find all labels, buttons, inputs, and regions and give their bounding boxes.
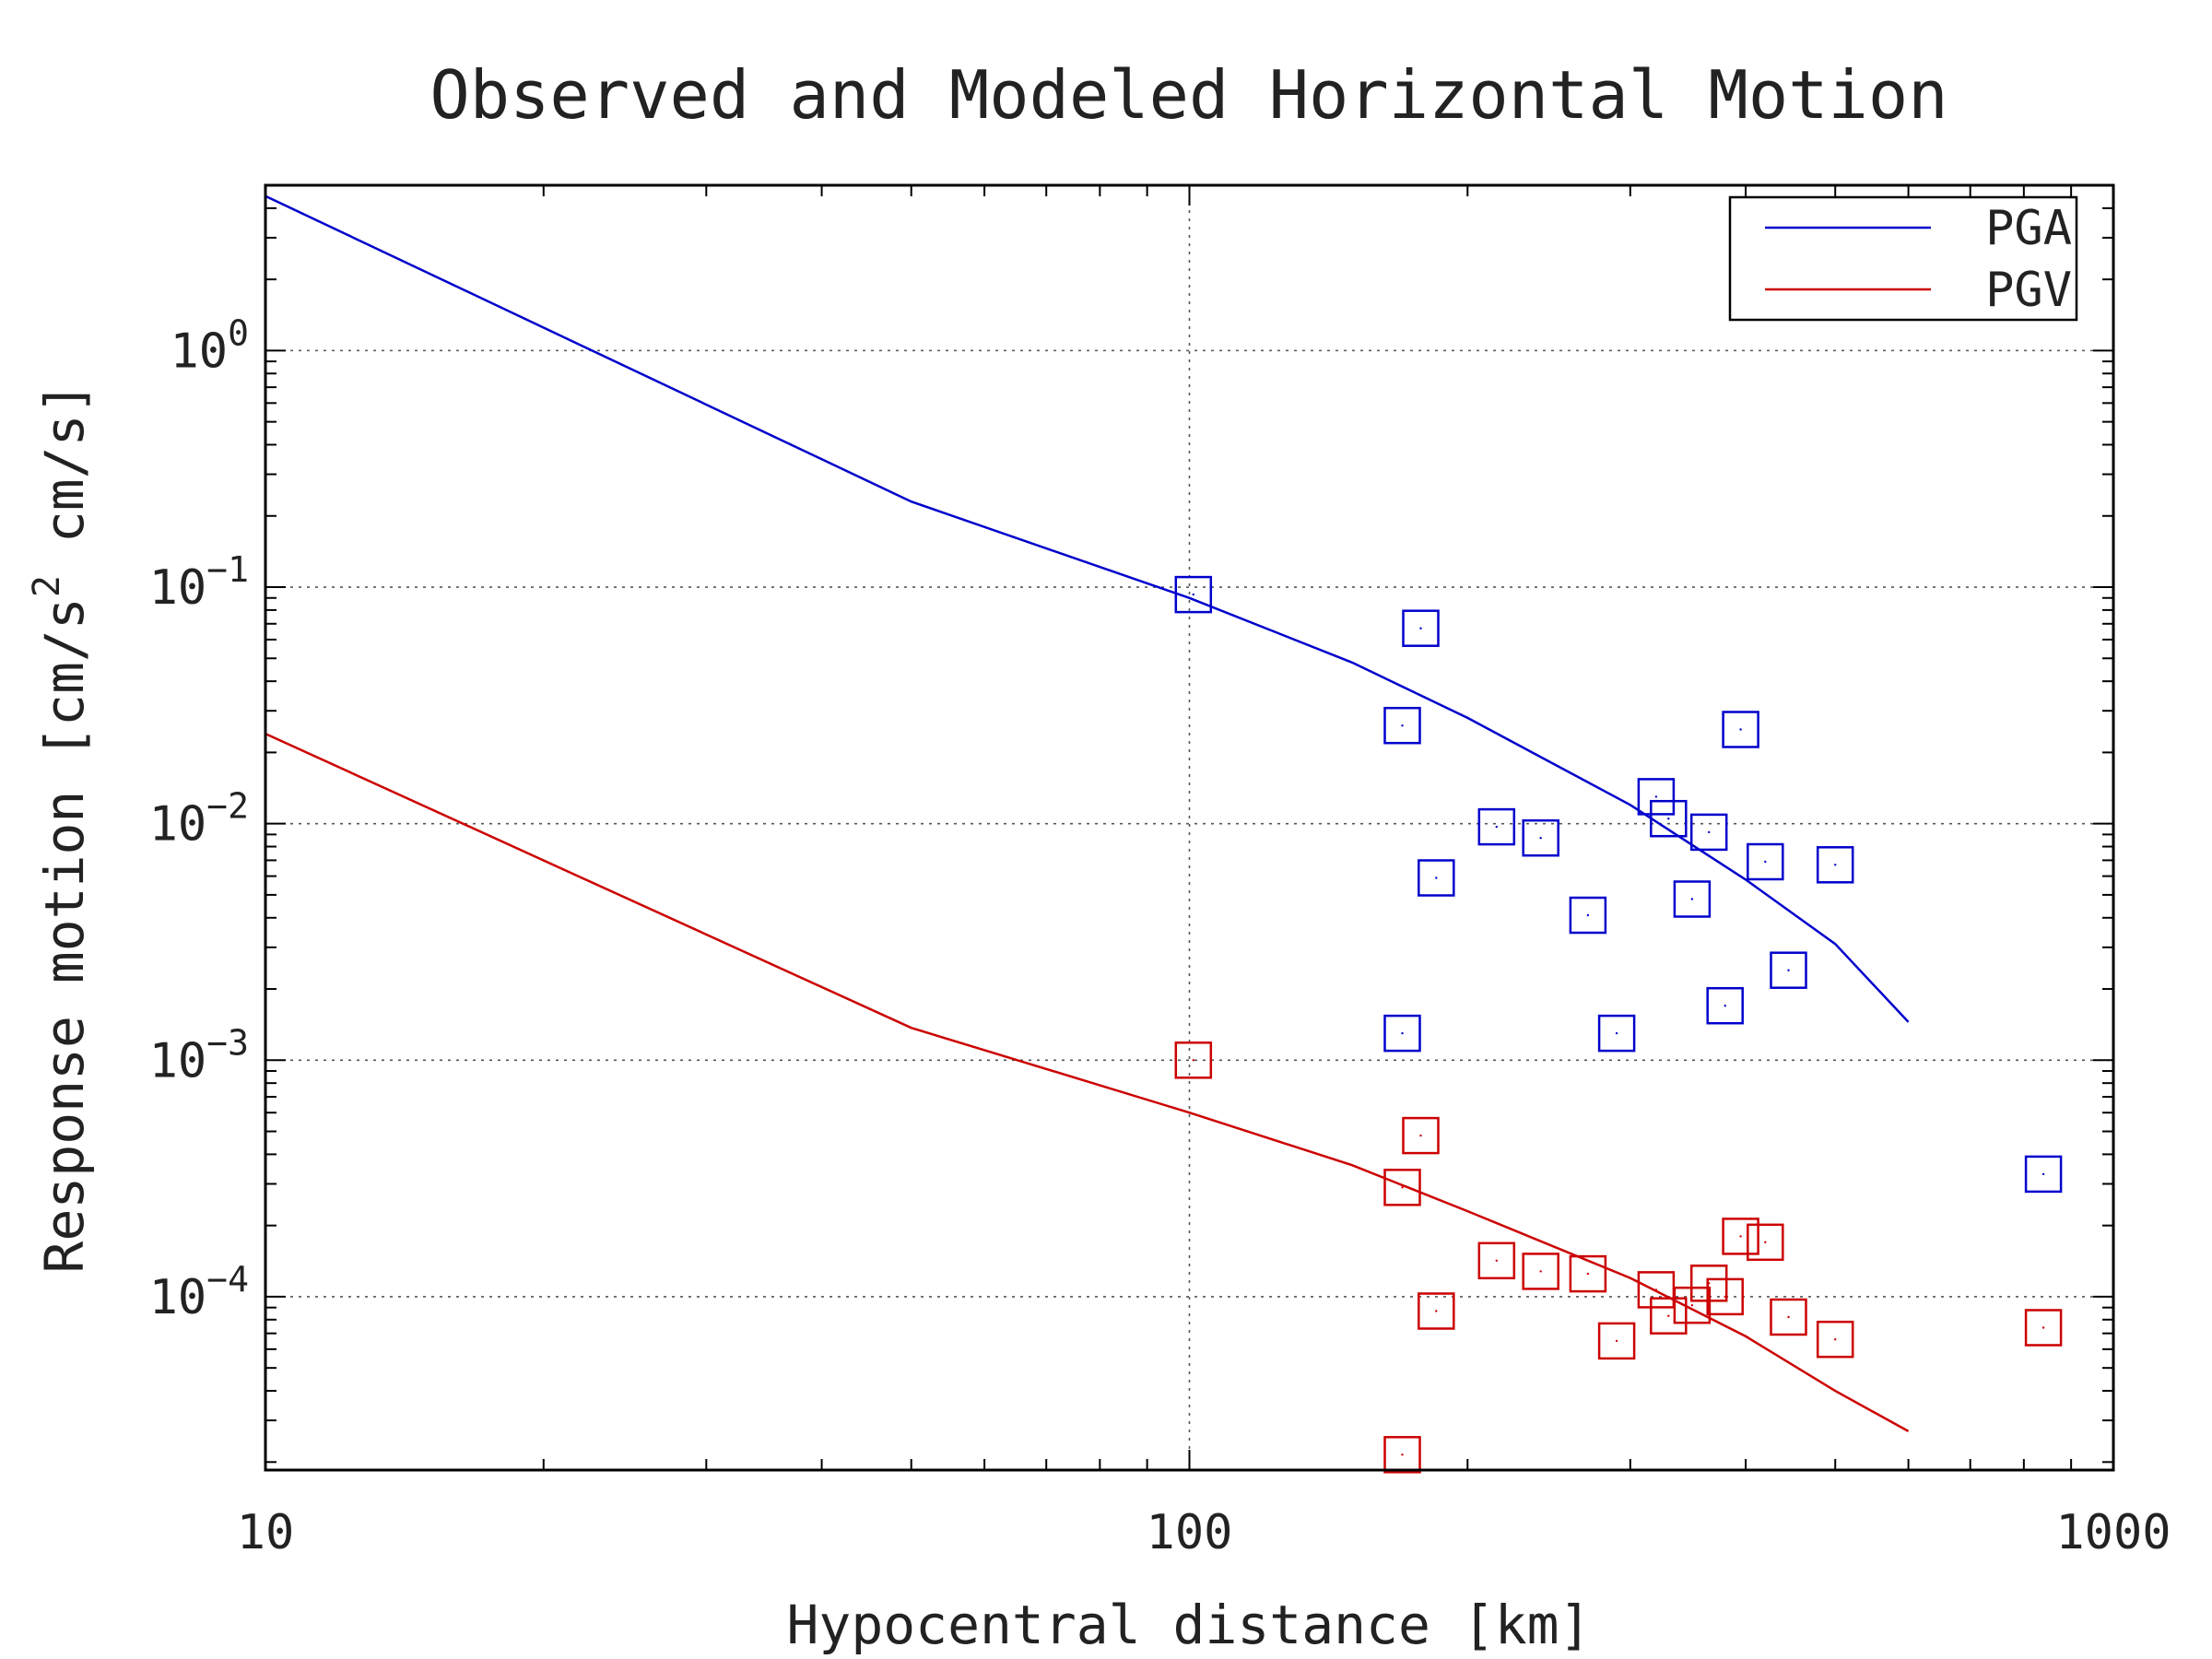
pga-observed-point bbox=[1689, 813, 1728, 852]
axis-ticks bbox=[265, 184, 2114, 1470]
y-tick-label: 10−4 bbox=[149, 1259, 249, 1325]
chart-title: Observed and Modeled Horizontal Motion bbox=[429, 56, 1947, 134]
pgv-observed-point bbox=[1174, 1041, 1213, 1079]
pgv-observed-point-center bbox=[1192, 1059, 1195, 1062]
pgv-observed-point bbox=[1597, 1322, 1636, 1360]
gridlines bbox=[265, 185, 2113, 1470]
pga-observed-point bbox=[1650, 799, 1688, 838]
y-tick-label: 10−1 bbox=[149, 549, 249, 616]
pga-observed-point-center bbox=[1708, 830, 1711, 834]
pga-observed-point bbox=[1477, 807, 1516, 846]
pgv-observed-point bbox=[1418, 1292, 1455, 1330]
pgv-observed-point-center bbox=[1586, 1272, 1590, 1276]
legend: PGA PGV bbox=[1728, 195, 2078, 322]
pga-observed-point-center bbox=[1739, 728, 1742, 731]
legend-label-pga: PGA bbox=[1985, 201, 2072, 256]
pgv-observed-point bbox=[1816, 1320, 1854, 1359]
pga-observed-point bbox=[1383, 706, 1421, 745]
pga-observed-point bbox=[1402, 609, 1440, 647]
y-axis-label-unit: cm/s] bbox=[33, 382, 96, 576]
pgv-observed-point bbox=[2024, 1309, 2063, 1347]
pga-observed-point bbox=[1383, 1014, 1421, 1053]
x-tick-label: 1000 bbox=[2055, 1505, 2171, 1560]
y-tick-label: 100 bbox=[170, 312, 249, 379]
pga-observed-point bbox=[2024, 1155, 2063, 1194]
pga-observed-point-center bbox=[1654, 795, 1658, 798]
pgv-observed-point bbox=[1522, 1253, 1559, 1290]
pgv-observed-point-center bbox=[1764, 1241, 1767, 1244]
pga-observed-point-center bbox=[1192, 593, 1195, 596]
pga-observed-point-center bbox=[1435, 877, 1438, 879]
pga-observed-point bbox=[1597, 1014, 1636, 1053]
series-lines bbox=[265, 194, 1910, 1432]
pgv-observed-point-center bbox=[1834, 1338, 1837, 1341]
pga-observed-point bbox=[1722, 711, 1759, 748]
pga-observed-point-center bbox=[2041, 1172, 2045, 1176]
y-axis-label-main: Response motion [cm/s bbox=[33, 597, 96, 1273]
pgv-observed-point-center bbox=[1401, 1186, 1404, 1189]
pga-observed-point-center bbox=[1401, 1031, 1404, 1035]
y-tick-label: 10−2 bbox=[149, 786, 249, 853]
series-points bbox=[1174, 575, 2063, 1474]
y-tick-label: 10−3 bbox=[149, 1022, 249, 1088]
pgv-observed-point bbox=[1477, 1241, 1516, 1280]
pga-observed-point-center bbox=[1667, 818, 1670, 820]
pga-observed-point bbox=[1706, 986, 1744, 1025]
y-axis-label-superscript: 2 bbox=[26, 575, 68, 597]
pgv-observed-point bbox=[1706, 1277, 1744, 1316]
pga-observed-point bbox=[1522, 818, 1559, 857]
pga-observed-point-center bbox=[1690, 898, 1694, 900]
pgv-observed-point-center bbox=[1787, 1315, 1790, 1319]
pga-observed-point bbox=[1569, 896, 1607, 935]
pga-observed-point-center bbox=[1834, 864, 1837, 866]
pga-observed-point-center bbox=[1787, 969, 1790, 971]
pgv-observed-point-center bbox=[1435, 1310, 1438, 1312]
pga-observed-point-center bbox=[1724, 1005, 1726, 1007]
pgv-observed-point bbox=[1383, 1169, 1421, 1206]
pga-observed-point bbox=[1747, 842, 1784, 881]
pga-model-line bbox=[265, 194, 1910, 1023]
pga-observed-point bbox=[1637, 778, 1676, 816]
pga-observed-point-center bbox=[1586, 913, 1590, 917]
pgv-observed-point bbox=[1722, 1218, 1759, 1255]
pga-observed-point bbox=[1174, 575, 1213, 614]
pgv-observed-point-center bbox=[1654, 1288, 1658, 1291]
pgv-observed-point-center bbox=[1667, 1314, 1670, 1317]
pga-observed-point bbox=[1816, 846, 1854, 884]
pgv-observed-point-center bbox=[1724, 1295, 1726, 1299]
pgv-observed-point-center bbox=[1615, 1339, 1618, 1343]
pgv-observed-point-center bbox=[1690, 1304, 1694, 1307]
y-axis-label: Response motion [cm/s2 cm/s] bbox=[26, 382, 96, 1274]
pgv-observed-point bbox=[1770, 1298, 1807, 1336]
x-tick-label: 100 bbox=[1147, 1505, 1233, 1560]
pgv-observed-point bbox=[1569, 1254, 1607, 1293]
pgv-observed-point-center bbox=[1419, 1134, 1422, 1137]
pgv-observed-point-center bbox=[1739, 1235, 1742, 1238]
pgv-observed-point-center bbox=[1401, 1453, 1404, 1456]
pga-observed-point-center bbox=[1495, 825, 1499, 829]
pgv-observed-point-center bbox=[2041, 1326, 2045, 1329]
pgv-observed-point-center bbox=[1539, 1270, 1542, 1273]
pgv-observed-point bbox=[1747, 1223, 1784, 1262]
pgv-observed-point bbox=[1673, 1286, 1712, 1324]
pga-observed-point bbox=[1673, 880, 1712, 918]
pga-observed-point-center bbox=[1539, 837, 1542, 840]
pga-observed-point-center bbox=[1615, 1031, 1618, 1035]
tick-labels: 10 100 1000 100 10−1 10−2 10−3 10−4 bbox=[149, 312, 2171, 1560]
pga-observed-point-center bbox=[1419, 627, 1422, 629]
x-axis-label: Hypocentral distance [km] bbox=[787, 1594, 1592, 1656]
pga-observed-point-center bbox=[1401, 724, 1404, 727]
pga-observed-point bbox=[1770, 951, 1807, 989]
pgv-observed-point-center bbox=[1495, 1259, 1499, 1263]
pgv-model-line bbox=[265, 732, 1910, 1432]
pga-observed-point bbox=[1418, 859, 1455, 897]
x-tick-label: 10 bbox=[237, 1505, 295, 1560]
legend-box bbox=[1728, 195, 2078, 322]
legend-label-pgv: PGV bbox=[1985, 263, 2072, 318]
pga-observed-point-center bbox=[1764, 860, 1767, 864]
pgv-observed-point bbox=[1402, 1116, 1440, 1155]
pgv-observed-point bbox=[1383, 1436, 1421, 1474]
pgv-observed-point bbox=[1650, 1297, 1688, 1335]
